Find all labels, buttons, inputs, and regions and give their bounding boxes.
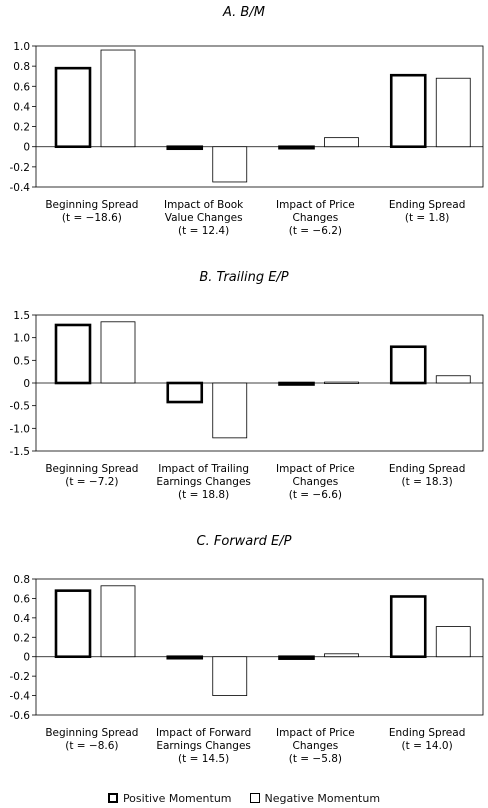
category-label: Ending Spread — [389, 727, 466, 739]
y-tick-label: 0 — [23, 378, 30, 390]
category-label: Changes — [293, 212, 339, 224]
category-label: Impact of Book — [164, 199, 244, 211]
bar-negative-momentum — [435, 77, 471, 148]
legend: Positive Momentum Negative Momentum — [0, 788, 488, 808]
momentum-spread-charts: A. B/M 1.0 0.8 0.6 0.4 0.2 0 -0.2 -0.4 Beginning … — [10, 5, 484, 765]
bar-negative-momentum — [212, 146, 248, 183]
bar-negative-momentum — [324, 653, 359, 658]
bar-negative-momentum — [212, 382, 248, 439]
category-label: Impact of Price — [276, 199, 355, 211]
bar-positive-momentum — [166, 655, 204, 660]
category-label: Ending Spread — [389, 463, 466, 475]
y-tick-label: 0.8 — [13, 574, 30, 586]
category-label: (t = −8.6) — [65, 740, 118, 752]
legend-swatch-negative — [249, 793, 260, 803]
category-label: (t = −6.6) — [289, 489, 342, 501]
bar-positive-momentum — [54, 66, 92, 149]
y-tick-label: 0 — [23, 652, 30, 664]
category-label: Ending Spread — [389, 199, 466, 211]
y-tick-label: 0.2 — [13, 122, 30, 134]
legend-item-negative: Negative Momentum — [249, 791, 381, 805]
chart-panel-1: A. B/M 1.0 0.8 0.6 0.4 0.2 0 -0.2 -0.4 Beginning … — [10, 5, 484, 237]
category-label: (t = −5.8) — [289, 753, 342, 765]
y-tick-label: -0.4 — [10, 182, 31, 194]
plot-frame — [35, 578, 484, 716]
chart-panel-3: C. Forward E/P 0.8 0.6 0.4 0.2 0 -0.2 -0.4 -0.6 B… — [10, 534, 484, 765]
y-tick-label: 0.8 — [13, 61, 30, 73]
bar-positive-momentum — [166, 145, 204, 151]
category-label: (t = 14.0) — [402, 740, 453, 752]
legend-label-positive: Positive Momentum — [122, 791, 232, 805]
legend-label-negative: Negative Momentum — [264, 791, 381, 805]
y-tick-label: -0.5 — [10, 401, 31, 413]
bar-positive-momentum — [278, 145, 315, 150]
category-label: (t = 18.3) — [402, 476, 453, 488]
y-tick-label: 0 — [23, 142, 30, 154]
y-tick-label: 1.0 — [13, 333, 30, 345]
chart-title: A. B/M — [222, 5, 265, 20]
bar-negative-momentum — [100, 585, 136, 658]
legend-swatch-positive — [107, 793, 118, 803]
bar-positive-momentum — [166, 381, 204, 404]
bar-positive-momentum — [389, 73, 427, 149]
category-label: Beginning Spread — [45, 727, 138, 739]
chart-panel-2: B. Trailing E/P 1.5 1.0 0.5 0 -0.5 -1.0 -1.5 Beg… — [10, 270, 484, 501]
category-label: Earnings Changes — [156, 740, 251, 752]
category-label: Earnings Changes — [156, 476, 251, 488]
category-label: Impact of Forward — [156, 727, 251, 739]
y-tick-label: 0.2 — [13, 632, 30, 644]
y-tick-label: 0.4 — [13, 613, 30, 625]
y-tick-label: -0.2 — [10, 671, 31, 683]
y-tick-label: 0.5 — [13, 355, 30, 367]
category-label: (t = −7.2) — [65, 476, 118, 488]
bar-negative-momentum — [212, 656, 248, 696]
bar-negative-momentum — [324, 381, 359, 384]
category-label: (t = −6.2) — [289, 225, 342, 237]
y-tick-label: -0.2 — [10, 162, 31, 174]
bar-positive-momentum — [389, 345, 427, 385]
bar-positive-momentum — [54, 589, 92, 659]
y-tick-label: -0.4 — [10, 691, 31, 703]
bar-positive-momentum — [54, 323, 92, 385]
category-label: (t = 18.8) — [178, 489, 229, 501]
y-tick-label: -1.0 — [10, 423, 31, 435]
y-tick-label: 0.4 — [13, 101, 30, 113]
y-tick-label: 0.6 — [13, 593, 30, 605]
category-label: Impact of Price — [276, 463, 355, 475]
y-tick-label: 1.5 — [13, 310, 30, 322]
chart-title: B. Trailing E/P — [199, 270, 288, 285]
category-label: Value Changes — [165, 212, 243, 224]
chart-title: C. Forward E/P — [197, 534, 292, 549]
category-label: Impact of Price — [276, 727, 355, 739]
plot-frame — [35, 45, 484, 188]
category-label: Beginning Spread — [45, 199, 138, 211]
y-tick-label: -0.6 — [10, 710, 31, 722]
category-label: (t = 14.5) — [178, 753, 229, 765]
bar-negative-momentum — [324, 137, 359, 148]
category-label: (t = 1.8) — [405, 212, 449, 224]
bar-negative-momentum — [100, 321, 136, 384]
category-label: Impact of Trailing — [158, 463, 249, 475]
bar-negative-momentum — [435, 626, 471, 658]
bar-negative-momentum — [435, 375, 471, 384]
category-label: (t = −18.6) — [62, 212, 122, 224]
bar-positive-momentum — [278, 655, 315, 660]
y-tick-label: -1.5 — [10, 446, 31, 458]
y-tick-label: 1.0 — [13, 41, 30, 53]
category-label: (t = 12.4) — [178, 225, 229, 237]
bar-negative-momentum — [100, 49, 136, 148]
category-label: Beginning Spread — [45, 463, 138, 475]
bar-positive-momentum — [389, 595, 427, 659]
category-label: Changes — [293, 476, 339, 488]
legend-item-positive: Positive Momentum — [107, 791, 232, 805]
bar-positive-momentum — [278, 381, 315, 386]
category-label: Changes — [293, 740, 339, 752]
y-tick-label: 0.6 — [13, 81, 30, 93]
